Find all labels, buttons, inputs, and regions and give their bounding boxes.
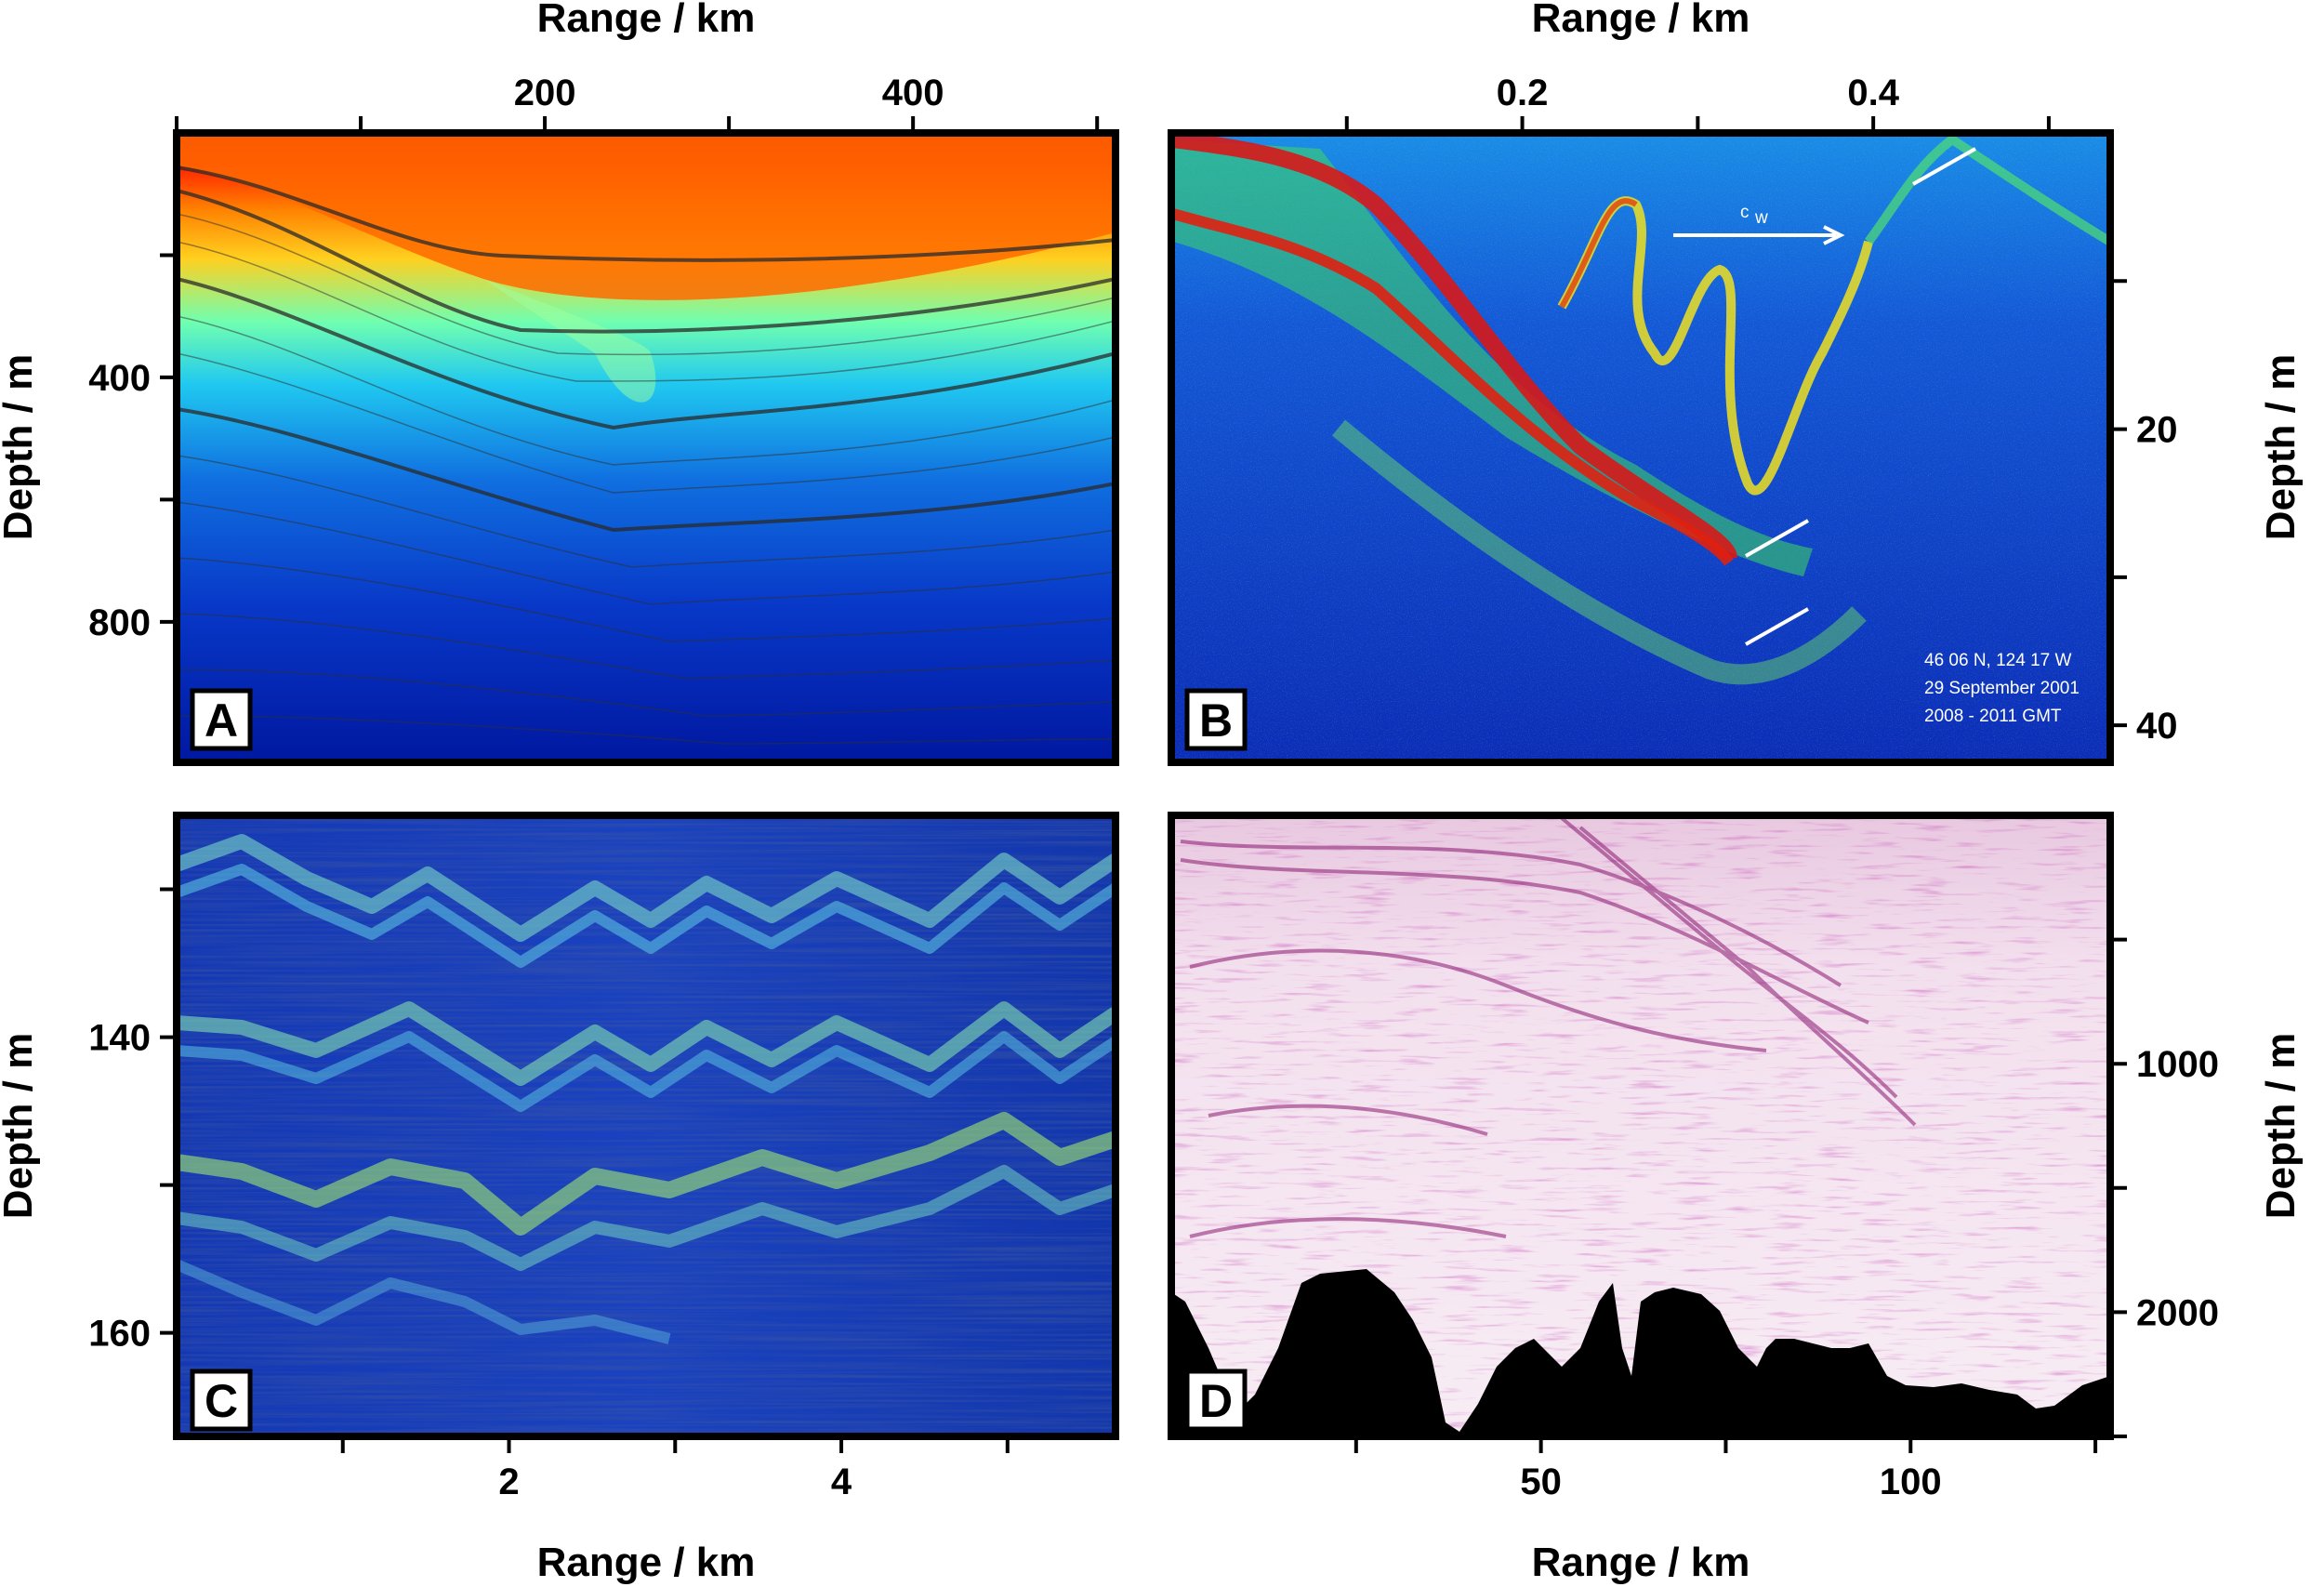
panel-a-letter: A <box>205 694 238 747</box>
panel-b-annotation-date: 29 September 2001 <box>1924 679 2080 698</box>
panel-c-image <box>177 815 1116 1436</box>
panel-c-x-tick-label: 2 <box>498 1461 519 1502</box>
panel-c-y-axis-title: Depth / m <box>0 1033 41 1219</box>
panel-d-letter-box <box>1184 1369 1248 1432</box>
panel-b-x-tick-label: 0.4 <box>1847 73 1899 113</box>
panel-d-letter: D <box>1199 1375 1233 1427</box>
panel-c-letter: C <box>205 1375 238 1427</box>
panel-d-x-ticks: 50 100 <box>1353 1436 2098 1502</box>
panel-d-x-axis-title: Range / km <box>1532 1540 1750 1585</box>
panel-d-y-axis-title: Depth / m <box>2258 1033 2304 1219</box>
panel-c-y-ticks: 140 160 <box>88 887 177 1355</box>
panel-b-y-tick-label: 40 <box>2136 706 2178 747</box>
panel-d-y-tick-label: 1000 <box>2136 1044 2219 1085</box>
panel-b-frame <box>1168 129 2114 766</box>
panel-b-annotation-location: 46 06 N, 124 17 W <box>1924 651 2071 670</box>
panel-c-x-tick-label: 4 <box>831 1461 852 1502</box>
panel-b-y-tick-label: 20 <box>2136 410 2178 451</box>
panel-b-cw-subscript: w <box>1754 208 1768 228</box>
panel-b-x-axis-title: Range / km <box>1532 0 1750 41</box>
panel-d-image <box>1171 815 2110 1436</box>
panel-b-letter-box <box>1184 688 1248 751</box>
panel-b-x-ticks: 0.2 0.4 <box>1344 73 2051 133</box>
panel-d-frame <box>1168 812 2114 1440</box>
panel-b: c w 46 06 N, 124 17 W 29 September 2001 … <box>1168 0 2304 766</box>
panel-a-letter-box <box>190 688 253 751</box>
panel-b-annotation-time: 2008 - 2011 GMT <box>1924 707 2062 726</box>
panel-a-x-tick-label: 200 <box>514 73 576 113</box>
panel-b-image: c w 46 06 N, 124 17 W 29 September 2001 … <box>1171 133 2110 762</box>
panel-c-frame <box>173 812 1119 1440</box>
panel-c-x-axis-title: Range / km <box>537 1540 756 1585</box>
panel-d-y-ticks: 1000 2000 <box>2110 937 2219 1438</box>
panel-d: 50 100 1000 2000 Range / km Depth / m D <box>1168 812 2304 1585</box>
panel-a-y-ticks: 400 800 <box>88 253 177 643</box>
panel-d-y-tick-label: 2000 <box>2136 1292 2219 1333</box>
panel-b-cw-label: c <box>1740 203 1750 222</box>
panel-a-y-axis-title: Depth / m <box>0 354 41 540</box>
panel-b-letter: B <box>1199 694 1233 747</box>
panel-d-seabed <box>1171 1269 2110 1436</box>
panel-a-y-tick-label: 800 <box>88 602 151 643</box>
panel-a-x-tick-label: 400 <box>882 73 944 113</box>
panel-c-y-tick-label: 160 <box>88 1314 151 1355</box>
panel-a-frame <box>173 129 1119 766</box>
panel-b-y-axis-title: Depth / m <box>2258 354 2304 540</box>
panel-b-x-tick-label: 0.2 <box>1497 73 1549 113</box>
panel-c-letter-box <box>190 1369 253 1432</box>
panel-d-x-tick-label: 50 <box>1520 1461 1562 1502</box>
panel-a-x-ticks: 200 400 <box>175 73 1100 133</box>
panel-c-y-tick-label: 140 <box>88 1018 151 1059</box>
panel-d-x-tick-label: 100 <box>1880 1461 1942 1502</box>
panel-a-image <box>177 133 1116 762</box>
panel-a-y-tick-label: 400 <box>88 358 151 399</box>
panel-a: 200 400 400 800 Range / km Depth / m A <box>0 0 1119 766</box>
panel-a-x-axis-title: Range / km <box>537 0 756 41</box>
